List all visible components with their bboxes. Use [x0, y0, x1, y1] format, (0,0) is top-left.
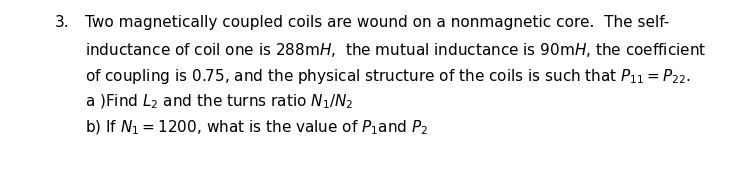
Text: b) If $N_1 = 1200$, what is the value of $P_1$and $P_2$: b) If $N_1 = 1200$, what is the value of…	[85, 119, 428, 137]
Text: inductance of coil one is $288\mathrm{m}H$,  the mutual inductance is $90\mathrm: inductance of coil one is $288\mathrm{m}…	[85, 41, 706, 59]
Text: Two magnetically coupled coils are wound on a nonmagnetic core.  The self-: Two magnetically coupled coils are wound…	[85, 15, 669, 30]
Text: 3.: 3.	[55, 15, 70, 30]
Text: a )Find $L_2$ and the turns ratio $N_1/N_2$: a )Find $L_2$ and the turns ratio $N_1/N…	[85, 93, 354, 111]
Text: of coupling is 0.75, and the physical structure of the coils is such that $P_{11: of coupling is 0.75, and the physical st…	[85, 67, 691, 86]
